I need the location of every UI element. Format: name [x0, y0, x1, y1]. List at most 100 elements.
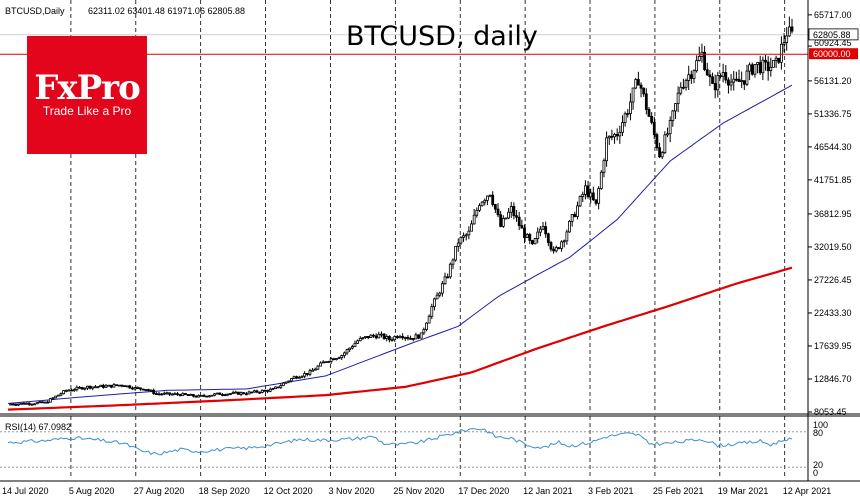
- candle-body: [17, 403, 20, 406]
- candle-body: [766, 61, 770, 72]
- candle-body: [160, 393, 164, 396]
- candle: [337, 356, 341, 360]
- x-tick-label: 25 Nov 2020: [393, 486, 444, 496]
- candle-body: [695, 60, 699, 72]
- candle-body: [666, 133, 669, 136]
- candle: [356, 339, 360, 345]
- candle-body: [689, 74, 693, 79]
- candle: [639, 82, 643, 98]
- candle: [785, 27, 789, 51]
- candle: [769, 57, 773, 77]
- candle: [117, 384, 121, 387]
- candle: [565, 229, 569, 245]
- candle: [324, 361, 328, 364]
- candle: [689, 70, 693, 84]
- candle: [772, 59, 775, 68]
- candle: [488, 194, 492, 198]
- candle-body: [541, 226, 545, 230]
- candle: [629, 93, 632, 121]
- candle: [184, 393, 187, 395]
- candle-body: [382, 333, 386, 339]
- candle: [48, 397, 52, 403]
- candle-body: [46, 401, 50, 404]
- candle: [470, 220, 473, 232]
- candle-body: [96, 386, 100, 389]
- candle-body: [70, 389, 73, 392]
- candle: [443, 272, 447, 285]
- candle-body: [38, 401, 42, 404]
- candle-body: [398, 336, 402, 339]
- candle: [80, 386, 84, 390]
- candle-body: [618, 131, 622, 137]
- candle: [11, 403, 15, 406]
- candle-body: [761, 59, 765, 74]
- candle-body: [274, 386, 277, 390]
- candle: [652, 116, 656, 140]
- candle-body: [462, 235, 465, 238]
- candle-body: [560, 241, 563, 249]
- candle: [300, 375, 304, 379]
- candle-body: [433, 298, 436, 308]
- candle-body: [639, 84, 643, 89]
- candle: [168, 392, 171, 397]
- candle-body: [250, 391, 254, 394]
- candle: [713, 74, 717, 99]
- candle-body: [679, 86, 683, 94]
- candle-body: [311, 369, 314, 372]
- candle-body: [523, 227, 526, 238]
- candle: [75, 385, 79, 392]
- candle: [192, 394, 195, 398]
- candle: [790, 18, 794, 34]
- candle: [327, 360, 330, 364]
- candle: [727, 77, 730, 94]
- candle-body: [226, 393, 230, 396]
- candle: [345, 348, 349, 356]
- candle: [107, 384, 111, 387]
- candle: [266, 389, 269, 394]
- candle: [737, 69, 741, 83]
- candle: [263, 389, 267, 392]
- candle: [72, 388, 76, 392]
- candle-body: [168, 392, 171, 395]
- candle-body: [464, 234, 468, 237]
- candle-body: [729, 81, 733, 86]
- y-tick-label: 46544.30: [814, 142, 852, 152]
- candle: [507, 208, 510, 220]
- candle-body: [753, 64, 757, 75]
- candle-body: [152, 389, 156, 394]
- candle: [252, 389, 256, 393]
- candle: [284, 381, 288, 385]
- candle-body: [401, 336, 405, 339]
- candle: [311, 367, 314, 372]
- candle-body: [80, 387, 84, 390]
- current-price-flag-box: [808, 28, 859, 41]
- candle: [33, 403, 36, 406]
- candle: [650, 112, 654, 125]
- candle: [91, 386, 95, 391]
- candle: [131, 386, 134, 390]
- moving-average-lines: [7, 84, 793, 411]
- candle-body: [459, 236, 463, 244]
- candle: [46, 400, 50, 404]
- candle-body: [173, 393, 177, 396]
- candle: [740, 71, 744, 89]
- candle: [734, 71, 738, 82]
- logo-tagline: Trade Like a Pro: [42, 104, 132, 118]
- candle-body: [589, 192, 593, 198]
- candle-body: [263, 389, 267, 392]
- candle-body: [544, 226, 548, 235]
- candle-body: [112, 384, 116, 388]
- current-price-label: 62805.88: [813, 30, 851, 40]
- candle: [226, 393, 230, 397]
- candle: [70, 388, 73, 392]
- x-tick-label: 14 Jul 2020: [2, 486, 49, 496]
- candle: [554, 245, 558, 253]
- candle: [618, 125, 622, 144]
- candle-body: [218, 392, 222, 395]
- candle: [380, 331, 383, 338]
- candle: [573, 211, 577, 218]
- candle-body: [86, 385, 89, 389]
- candle: [154, 391, 158, 396]
- x-tick-label: 3 Feb 2021: [588, 486, 634, 496]
- candle: [382, 333, 386, 340]
